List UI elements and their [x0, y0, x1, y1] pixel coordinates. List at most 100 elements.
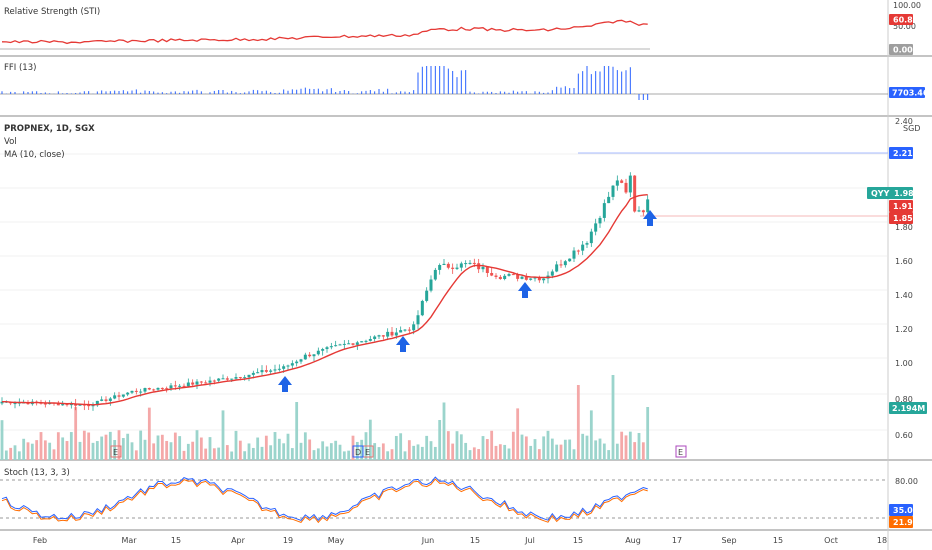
volume-bar-16	[69, 432, 73, 460]
volume-bar-18	[78, 441, 82, 460]
volume-bar-97	[420, 446, 424, 460]
earnings-marker-0: E	[110, 445, 122, 458]
candle-94	[407, 327, 411, 335]
volume-bar-9	[39, 432, 43, 460]
volume-bar-11	[48, 442, 52, 460]
volume-bar-74	[321, 441, 325, 460]
ma-last-tag: 1.91	[889, 200, 913, 212]
volume-bar-111	[481, 436, 485, 460]
price-tick-1.60: 1.60	[895, 257, 913, 266]
candle-105	[455, 263, 459, 270]
volume-bar-33	[143, 439, 147, 460]
candle-112	[485, 266, 489, 278]
volume-bar-107	[464, 442, 468, 460]
candle-body-95	[412, 324, 416, 331]
candle-body-20	[87, 404, 91, 407]
dividend-label: D	[355, 448, 361, 457]
rs-line	[1, 19, 648, 45]
candle-10	[43, 400, 47, 408]
volume-bar-135	[585, 435, 589, 460]
candle-body-69	[299, 359, 303, 362]
candle-22	[95, 400, 99, 407]
volume-bar-113	[490, 430, 494, 460]
candle-body-32	[139, 391, 143, 393]
candle-body-58	[251, 372, 255, 375]
candle-143	[620, 179, 624, 184]
volume-bar-126	[546, 430, 550, 460]
candle-body-115	[498, 276, 502, 280]
volume-bar-79	[342, 451, 346, 460]
buy-arrows	[278, 210, 657, 392]
volume-bar-101	[438, 420, 442, 460]
candle-body-60	[260, 370, 264, 373]
volume-bar-12	[52, 449, 56, 460]
candle-43	[186, 378, 190, 388]
candle-74	[321, 347, 325, 356]
candle-body-97	[420, 300, 424, 316]
candle-125	[542, 278, 546, 284]
candle-70	[303, 352, 307, 360]
volume-bar-95	[412, 445, 416, 460]
volume-bar-28	[121, 438, 125, 460]
volume-bar-70	[303, 432, 307, 460]
candle-body-86	[373, 336, 377, 339]
candle-body-51	[221, 378, 225, 380]
volume-bar-131	[568, 439, 572, 460]
candle-131	[568, 258, 572, 262]
candle-body-137	[594, 223, 598, 232]
candle-body-112	[485, 266, 489, 273]
candle-body-52	[225, 378, 229, 380]
candle-144	[624, 178, 628, 194]
candle-41	[178, 384, 182, 391]
candle-145	[628, 172, 632, 198]
candle-body-131	[568, 258, 572, 262]
candle-body-34	[147, 388, 151, 390]
candle-46	[199, 380, 203, 385]
candle-140	[607, 191, 611, 204]
volume-bar-147	[637, 432, 641, 460]
rs-tick-100: 100.00	[893, 1, 921, 10]
candle-body-130	[563, 261, 567, 266]
candle-72	[312, 354, 316, 362]
volume-bar-14	[61, 437, 65, 460]
volume-bar-37	[160, 434, 164, 460]
volume-bar-2	[9, 447, 13, 460]
candle-body-139	[602, 203, 606, 218]
volume-bar-128	[555, 444, 559, 460]
candle-body-3	[13, 403, 17, 405]
candle-body-147	[637, 210, 641, 212]
candle-73	[316, 347, 320, 356]
candle-106	[459, 261, 463, 272]
candle-body-116	[503, 275, 507, 280]
volume-bar-8	[35, 440, 39, 460]
candle-body-59	[256, 372, 260, 374]
volume-bar-116	[503, 444, 507, 460]
candle-body-25	[108, 398, 112, 401]
ma-label: MA (10, close)	[4, 150, 65, 160]
volume-bar-134	[581, 433, 585, 460]
candle-body-141	[611, 185, 615, 197]
vol-label: Vol	[4, 137, 17, 147]
candle-body-78	[338, 344, 342, 346]
volume-bar-89	[386, 451, 390, 460]
candle-115	[498, 275, 502, 280]
volume-bar-100	[433, 446, 437, 460]
candle-28	[121, 394, 125, 398]
candle-body-77	[334, 345, 338, 347]
volume-bar-132	[572, 449, 576, 460]
candle-45	[195, 379, 199, 389]
volume-bar-80	[347, 450, 351, 460]
candle-body-132	[572, 250, 576, 259]
volume-bar-19	[82, 430, 86, 460]
candle-97	[420, 299, 424, 317]
candle-80	[347, 339, 351, 345]
volume-bar-119	[516, 408, 520, 460]
earnings-label-1: E	[365, 448, 370, 457]
volume-bar-92	[399, 433, 403, 460]
stoch-pane	[0, 476, 888, 524]
volume-bar-82	[355, 441, 359, 460]
candle-body-71	[308, 354, 312, 357]
volume-bar-114	[494, 445, 498, 460]
